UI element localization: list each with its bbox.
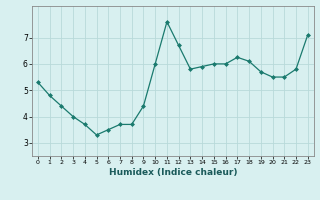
X-axis label: Humidex (Indice chaleur): Humidex (Indice chaleur) (108, 168, 237, 177)
